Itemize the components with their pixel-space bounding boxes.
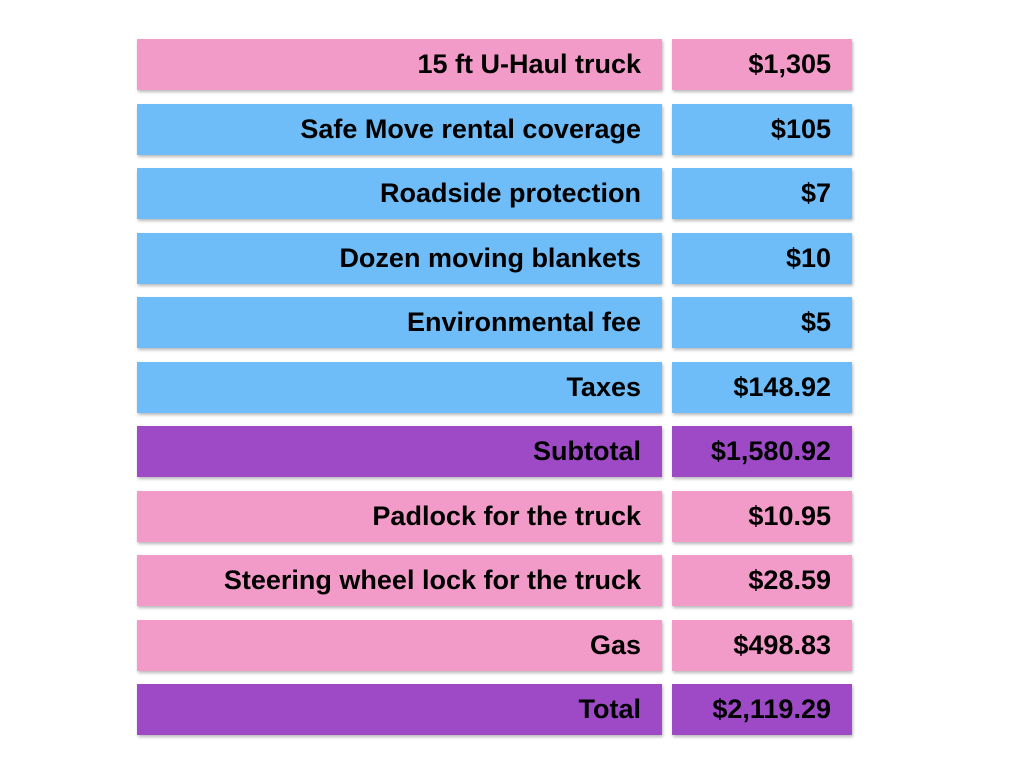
cost-table: 15 ft U-Haul truck $1,305 Safe Move rent…	[137, 39, 853, 749]
row-label: Gas	[137, 619, 662, 671]
table-row-total: Total $2,119.29	[137, 684, 853, 735]
table-row-environmental-fee: Environmental fee $5	[137, 297, 853, 348]
table-row-blankets: Dozen moving blankets $10	[137, 232, 853, 284]
row-label: 15 ft U-Haul truck	[137, 39, 662, 90]
table-row-subtotal: Subtotal $1,580.92	[137, 426, 853, 477]
row-amount: $1,580.92	[672, 426, 852, 477]
row-label: Environmental fee	[137, 297, 662, 348]
table-row-taxes: Taxes $148.92	[137, 361, 853, 413]
table-row-gas: Gas $498.83	[137, 619, 853, 671]
row-amount: $7	[672, 168, 852, 219]
row-amount: $10.95	[672, 490, 852, 542]
table-row-truck: 15 ft U-Haul truck $1,305	[137, 39, 853, 90]
row-amount: $28.59	[672, 555, 852, 606]
row-label: Padlock for the truck	[137, 490, 662, 542]
row-amount: $2,119.29	[672, 684, 852, 735]
table-row-safe-move: Safe Move rental coverage $105	[137, 103, 853, 155]
table-row-steering-lock: Steering wheel lock for the truck $28.59	[137, 555, 853, 606]
row-label: Total	[137, 684, 662, 735]
row-label: Safe Move rental coverage	[137, 103, 662, 155]
row-label: Steering wheel lock for the truck	[137, 555, 662, 606]
row-label: Roadside protection	[137, 168, 662, 219]
row-amount: $5	[672, 297, 852, 348]
table-row-padlock: Padlock for the truck $10.95	[137, 490, 853, 542]
row-label: Dozen moving blankets	[137, 232, 662, 284]
row-amount: $498.83	[672, 619, 852, 671]
row-amount: $10	[672, 232, 852, 284]
row-amount: $148.92	[672, 361, 852, 413]
row-label: Subtotal	[137, 426, 662, 477]
row-label: Taxes	[137, 361, 662, 413]
row-amount: $1,305	[672, 39, 852, 90]
table-row-roadside: Roadside protection $7	[137, 168, 853, 219]
row-amount: $105	[672, 103, 852, 155]
